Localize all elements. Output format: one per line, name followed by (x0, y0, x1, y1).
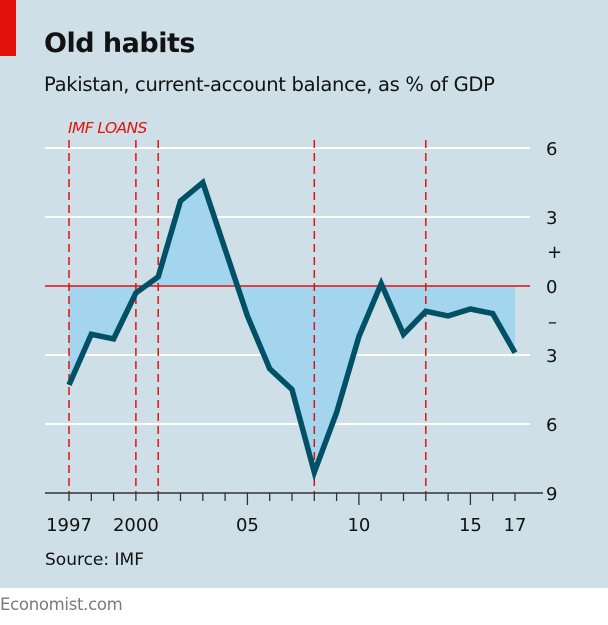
x-axis-labels: 1997 2000 05 10 15 17 (46, 515, 526, 536)
area-fill (69, 182, 515, 473)
data-line-group (66, 177, 518, 482)
x-tick-label: 05 (236, 515, 259, 536)
source-note: Source: IMF (45, 550, 144, 570)
y-tick-label: 3 (546, 208, 557, 229)
x-tick-label: 1997 (46, 515, 92, 536)
y-tick-label: 3 (546, 346, 557, 367)
chart-subtitle: Pakistan, current-account balance, as % … (44, 73, 495, 96)
y-negative-sign: – (548, 312, 557, 333)
y-tick-label: 6 (546, 415, 557, 436)
y-tick-label: 6 (546, 139, 557, 160)
footer-credit: Economist.com (0, 595, 123, 614)
area-fill-shape (69, 182, 515, 473)
chart-svg: 6 3 0 3 6 9 + – 1997 2000 05 10 15 17 IMF LOANS (45, 119, 562, 536)
y-tick-label: 9 (546, 484, 557, 505)
x-tick-label: 17 (504, 515, 527, 536)
x-axis (45, 492, 543, 505)
x-tick-label: 2000 (113, 515, 159, 536)
chart-title: Old habits (44, 28, 195, 59)
brand-red-tab (0, 0, 16, 56)
y-tick-label: 0 (546, 277, 557, 298)
x-tick-label: 15 (459, 515, 482, 536)
imf-loans-label: IMF LOANS (68, 119, 148, 137)
y-axis-labels: 6 3 0 3 6 9 + – (546, 139, 562, 505)
x-tick-label: 10 (347, 515, 370, 536)
y-positive-sign: + (547, 242, 562, 263)
imf-loan-markers (68, 140, 427, 493)
